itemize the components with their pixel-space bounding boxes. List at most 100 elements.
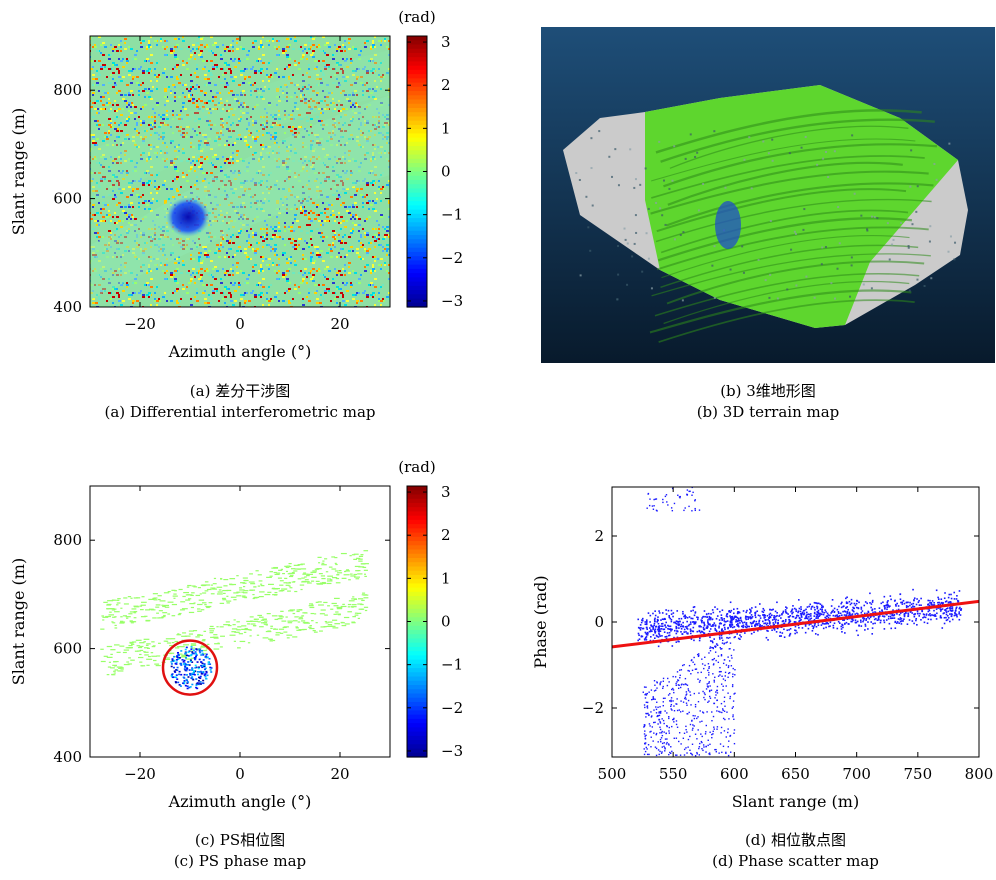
ps-point (133, 606, 140, 608)
ps-map-plot-area (90, 486, 390, 757)
scatter-point-anomaly (706, 685, 709, 687)
scatter-point (789, 633, 791, 636)
colorbar-band (407, 740, 427, 745)
scatter-point (910, 603, 913, 606)
scatter-point (958, 618, 961, 621)
scatter-point-anomaly (694, 715, 696, 717)
scatter-point-anomaly (703, 746, 705, 748)
scatter-point (774, 610, 777, 613)
ps-point-deformation (180, 664, 183, 666)
scatter-point-anomaly (653, 680, 656, 682)
scatter-point (738, 619, 741, 622)
scatter-point (647, 632, 649, 635)
scatter-point (683, 631, 686, 633)
terrain-speck (661, 214, 664, 217)
scatter-point (645, 622, 648, 624)
ps-point (144, 654, 149, 656)
ps-point-deformation (186, 668, 189, 670)
ps-point (259, 626, 264, 628)
ps-point (203, 630, 207, 632)
colorbar-band (407, 718, 427, 724)
scatter-point (826, 622, 828, 624)
scatter-point-anomaly (643, 733, 646, 735)
ps-point (302, 573, 309, 575)
scatter-point-anomaly (705, 731, 707, 733)
colorbar-band (407, 562, 427, 568)
scatter-point (917, 601, 920, 604)
scatter-point (903, 613, 906, 616)
ps-point (123, 603, 129, 605)
ps-point (241, 595, 246, 597)
terrain-speck (757, 258, 760, 261)
scatter-point (672, 612, 675, 614)
scatter-point (933, 615, 936, 617)
scatter-point (750, 609, 752, 612)
colorbar-band (407, 256, 427, 262)
scatter-point-anomaly (723, 710, 726, 712)
scatter-point (718, 625, 720, 628)
ps-point (321, 581, 326, 584)
ps-point (284, 588, 288, 590)
scatter-point (743, 621, 746, 624)
ps-point (351, 622, 356, 624)
ps-point (336, 606, 343, 608)
scatter-point-anomaly (711, 720, 713, 722)
scatter-point (823, 623, 826, 625)
terrain-ridge (656, 188, 907, 233)
scatter-point (935, 589, 938, 592)
scatter-point-anomaly (722, 678, 725, 680)
ps-point (161, 604, 164, 606)
colorbar-band (407, 137, 427, 143)
scatter-point (922, 613, 925, 615)
scatter-point (827, 616, 830, 619)
ps-point (312, 570, 317, 572)
scatter-point-anomaly (700, 671, 702, 674)
scatter-point (763, 614, 765, 616)
colorbar-band (407, 112, 427, 118)
ps-point (254, 618, 257, 620)
colorbar-band (407, 697, 427, 703)
scatter-point-anomaly (708, 667, 710, 669)
caption-a-en: (a) Differential interferometric map (104, 403, 376, 421)
scatter-point (875, 617, 877, 620)
scatter-point-anomaly (676, 698, 678, 700)
scatter-point (711, 641, 714, 644)
scatter-point (715, 629, 717, 631)
terrain-speck (579, 274, 582, 277)
scatter-point (849, 603, 852, 606)
ps-point-deformation (195, 684, 198, 687)
ps-point (116, 651, 121, 653)
ps-point (263, 623, 268, 625)
ps-point (206, 584, 211, 586)
ps-point (301, 615, 305, 617)
terrain-speck (647, 207, 650, 210)
scatter-point (936, 612, 938, 615)
scatter-point (863, 617, 866, 620)
ps-point (166, 657, 170, 659)
x-axis-label: Slant range (m) (732, 792, 859, 811)
scatter-point-anomaly (707, 739, 709, 741)
scatter-point-anomaly (701, 741, 703, 744)
scatter-point (667, 634, 670, 637)
scatter-point-anomaly (729, 695, 732, 698)
ps-point-deformation (176, 656, 179, 659)
scatter-point (955, 607, 958, 610)
ps-point (140, 616, 146, 618)
scatter-point (724, 621, 727, 623)
scatter-point (665, 621, 667, 624)
colorbar-band (407, 608, 427, 614)
scatter-point (825, 611, 827, 613)
scatter-point-anomaly (730, 654, 733, 657)
scatter-point (676, 620, 679, 623)
scatter-point-anomaly (724, 675, 726, 677)
scatter-point (749, 617, 752, 620)
ps-point-deformation (198, 666, 201, 669)
colorbar-band (407, 659, 427, 665)
terrain-speck (634, 178, 637, 181)
scatter-point (890, 617, 892, 620)
scatter-point-anomaly (721, 642, 724, 644)
ps-point-deformation (180, 650, 183, 652)
scatter-point-anomaly (650, 730, 652, 733)
colorbar-band (407, 124, 427, 130)
